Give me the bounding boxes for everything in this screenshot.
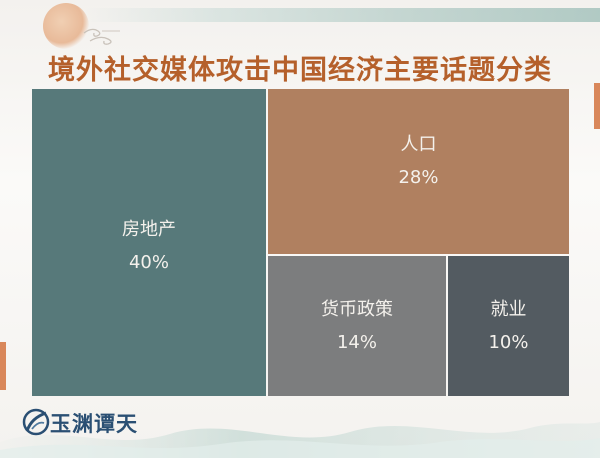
cell-label: 货币政策 (321, 298, 393, 320)
brand-logo: 玉渊谭天 (22, 407, 142, 439)
right-accent-bar (594, 83, 600, 129)
treemap-chart: 房地产 40% 人口 28% 货币政策 14% 就业 10% (32, 89, 569, 396)
cell-label: 人口 (400, 134, 437, 155)
chart-title: 境外社交媒体攻击中国经济主要话题分类 (48, 55, 552, 86)
cell-value: 28% (398, 167, 439, 188)
cloud-icon (83, 28, 120, 45)
wave-decoration (0, 422, 600, 458)
cell-label: 就业 (490, 298, 527, 320)
treemap-cell-real-estate: 房地产 40% (32, 89, 266, 396)
cell-value: 40% (128, 252, 169, 273)
left-accent-bar (0, 342, 6, 390)
brand-name: 玉渊谭天 (50, 411, 138, 436)
sun-decoration (43, 3, 89, 49)
decorative-wave-strip (85, 8, 600, 22)
treemap-cell-monetary-policy: 货币政策 14% (268, 256, 446, 396)
treemap-cell-population: 人口 28% (268, 89, 569, 254)
cell-label: 房地产 (122, 219, 176, 240)
cell-value: 14% (336, 331, 377, 353)
cell-value: 10% (488, 331, 529, 353)
treemap-cell-employment: 就业 10% (448, 256, 569, 396)
brand-mark-icon (22, 408, 50, 436)
